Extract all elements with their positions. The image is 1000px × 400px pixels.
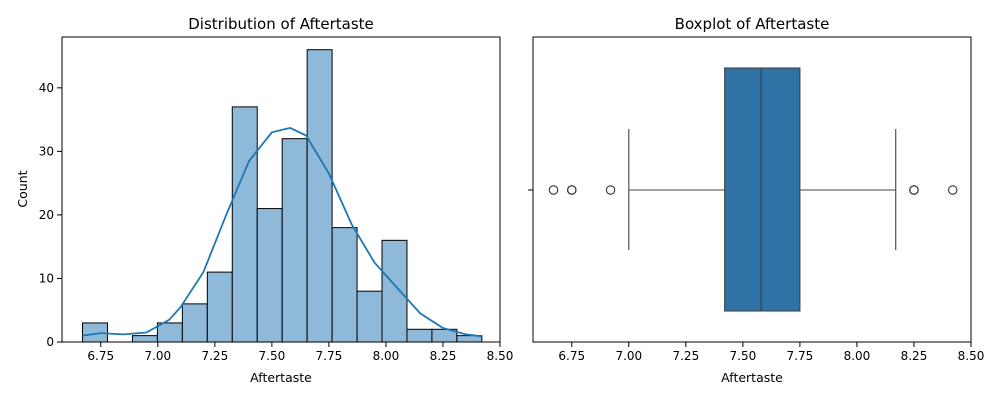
- histogram-x-tick-label: 8.50: [487, 349, 514, 363]
- histogram-bar: [381, 239, 408, 343]
- outlier-point: [605, 185, 616, 195]
- histogram-bar: [406, 328, 433, 343]
- histogram-bars: [82, 49, 483, 343]
- histogram-xlabel: Aftertaste: [250, 370, 312, 385]
- histogram-bar: [331, 227, 358, 343]
- histogram-bar: [156, 322, 183, 343]
- histogram-bar: [181, 303, 208, 343]
- histogram-x-tick-label: 7.50: [259, 349, 286, 363]
- boxplot-x-ticks: 6.75 7.00 7.25 7.50 7.75 8.00 8.25 8.50: [558, 342, 984, 363]
- histogram-x-tick-label: 7.75: [316, 349, 343, 363]
- outlier-point: [548, 185, 559, 195]
- histogram-x-ticks: 6.75 7.00 7.25 7.50 7.75 8.00 8.25 8.50: [87, 342, 513, 363]
- histogram-x-tick-label: 8.25: [430, 349, 457, 363]
- interquartile-box: [724, 67, 801, 312]
- histogram-y-tick-label: 30: [39, 144, 54, 158]
- histogram-bar: [231, 106, 258, 343]
- histogram-x-tick-label: 6.75: [87, 349, 114, 363]
- boxplot-x-tick-label: 8.50: [958, 349, 985, 363]
- outlier-point: [947, 185, 958, 195]
- boxplot-x-tick-label: 8.00: [844, 349, 871, 363]
- boxplot-x-tick-label: 7.50: [730, 349, 757, 363]
- histogram-bar: [356, 290, 383, 343]
- histogram-bar: [281, 138, 308, 343]
- boxplot-elements: [548, 67, 958, 312]
- boxplot-x-tick-label: 7.00: [615, 349, 642, 363]
- histogram-axes-frame: [61, 36, 501, 343]
- histogram-bar: [131, 335, 158, 343]
- histogram-panel: Distribution of Aftertaste Count Afterta…: [15, 15, 513, 385]
- histogram-bar: [206, 271, 233, 343]
- outlier-point: [909, 185, 919, 195]
- boxplot-xlabel: Aftertaste: [721, 370, 783, 385]
- boxplot-x-tick-label: 8.25: [901, 349, 928, 363]
- histogram-ylabel: Count: [15, 170, 30, 207]
- histogram-y-tick-label: 40: [39, 81, 54, 95]
- kde-curve: [82, 126, 482, 338]
- histogram-bar: [256, 208, 283, 343]
- outlier-point: [567, 185, 577, 195]
- boxplot-x-tick-label: 6.75: [558, 349, 585, 363]
- histogram-bar: [306, 49, 333, 343]
- histogram-title: Distribution of Aftertaste: [188, 15, 374, 33]
- histogram-y-tick-label: 20: [39, 208, 54, 222]
- histogram-y-tick-label: 10: [39, 271, 54, 285]
- histogram-y-ticks: 0 10 20 30 40: [39, 81, 62, 349]
- boxplot-panel: Boxplot of Aftertaste Aftertaste 6.75 7.0…: [528, 15, 984, 385]
- histogram-x-tick-label: 7.00: [144, 349, 171, 363]
- boxplot-x-tick-label: 7.25: [672, 349, 699, 363]
- boxplot-title: Boxplot of Aftertaste: [675, 15, 830, 33]
- boxplot-x-tick-label: 7.75: [787, 349, 814, 363]
- histogram-y-tick-label: 0: [46, 335, 54, 349]
- histogram-x-tick-label: 7.25: [201, 349, 228, 363]
- histogram-x-tick-label: 8.00: [373, 349, 400, 363]
